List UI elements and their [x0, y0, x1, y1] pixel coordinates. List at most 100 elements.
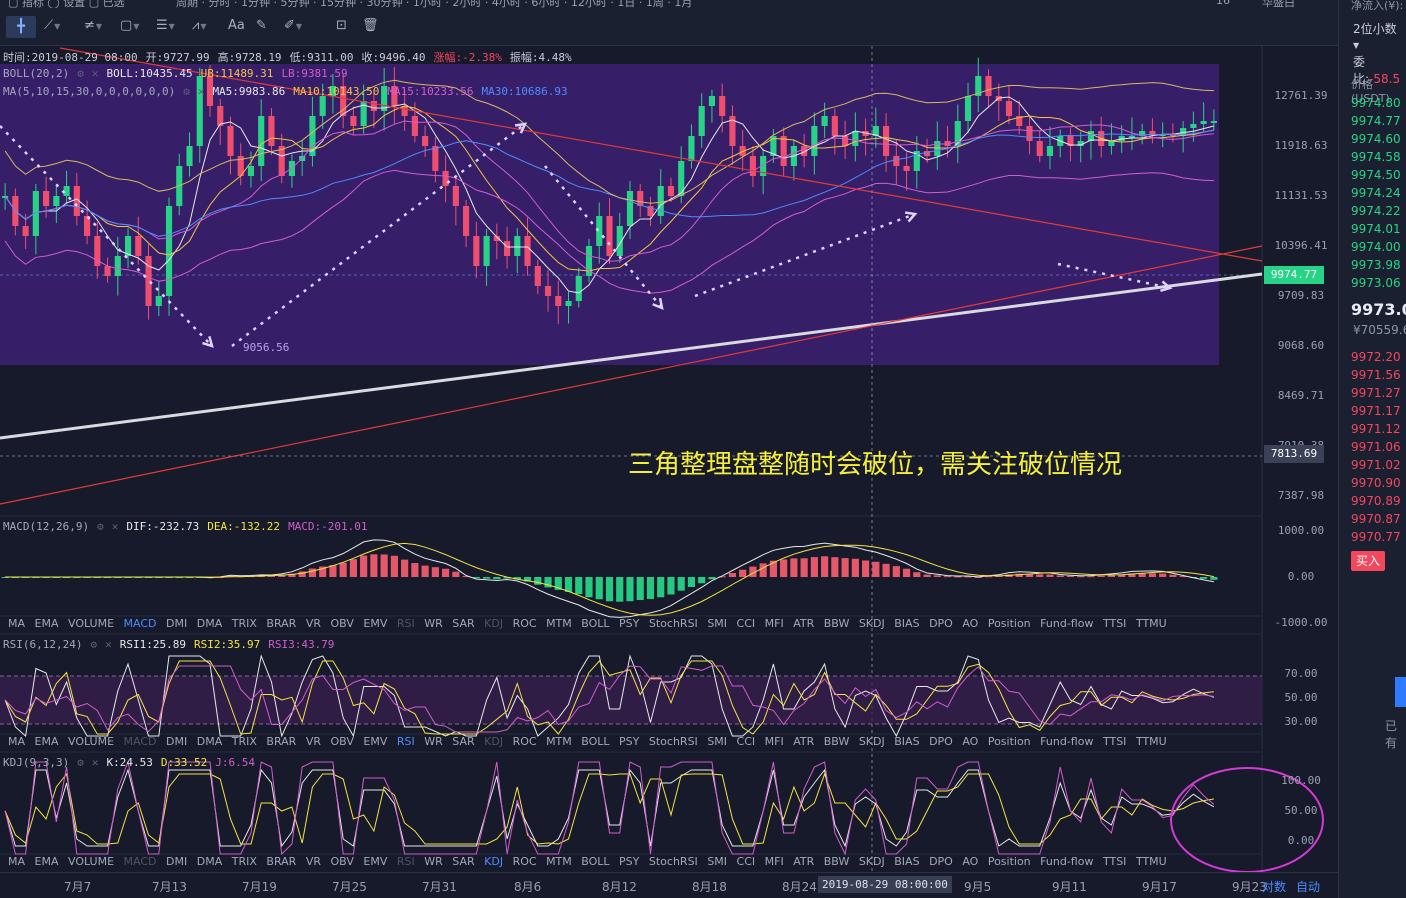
indicator-dmi[interactable]: DMI [166, 617, 188, 630]
decimal-select[interactable]: 2位小数 ▼ [1353, 20, 1406, 51]
side-scroll-tab[interactable] [1395, 677, 1406, 707]
indicator-dma[interactable]: DMA [196, 735, 223, 748]
close-icon[interactable]: ✕ [111, 520, 119, 533]
indicator-stochrsi[interactable]: StochRSI [648, 617, 698, 630]
ask-price[interactable]: 9974.24 [1351, 186, 1401, 200]
indicator-ma[interactable]: MA [8, 735, 26, 748]
indicator-obv[interactable]: OBV [330, 735, 354, 748]
indicator-dpo[interactable]: DPO [929, 735, 953, 748]
indicator-stochrsi[interactable]: StochRSI [648, 735, 698, 748]
indicator-wr[interactable]: WR [424, 855, 443, 868]
indicator-boll[interactable]: BOLL [581, 735, 610, 748]
indicator-mtm[interactable]: MTM [546, 855, 572, 868]
indicator-kdj[interactable]: KDJ [484, 735, 504, 748]
indicator-boll[interactable]: BOLL [581, 855, 610, 868]
indicator-sar[interactable]: SAR [452, 735, 475, 748]
crosshair-tool[interactable]: ╋ [6, 16, 36, 38]
indicator-bbw[interactable]: BBW [823, 855, 850, 868]
channel-tool[interactable]: ≠▼ [84, 18, 103, 33]
indicator-atr[interactable]: ATR [793, 617, 815, 630]
indicator-smi[interactable]: SMI [707, 735, 728, 748]
bid-price[interactable]: 9971.12 [1351, 422, 1401, 436]
indicator-macd[interactable]: MACD [123, 735, 157, 748]
buy-button[interactable]: 买入 [1351, 551, 1385, 571]
indicator-psy[interactable]: PSY [619, 735, 640, 748]
indicator-macd[interactable]: MACD [123, 617, 157, 630]
ask-price[interactable]: 9974.01 [1351, 222, 1401, 236]
indicator-dma[interactable]: DMA [196, 617, 223, 630]
indicator-boll[interactable]: BOLL [581, 617, 610, 630]
bid-price[interactable]: 9971.27 [1351, 386, 1401, 400]
indicator-ttsi[interactable]: TTSI [1102, 855, 1127, 868]
indicator-wr[interactable]: WR [424, 735, 443, 748]
delete-tool[interactable]: 🗑 [362, 18, 379, 38]
indicator-trix[interactable]: TRIX [231, 617, 257, 630]
indicator-trix[interactable]: TRIX [231, 855, 257, 868]
ask-price[interactable]: 9974.80 [1351, 96, 1401, 110]
settings-icon[interactable]: ⚙ [97, 520, 104, 533]
indicator-dpo[interactable]: DPO [929, 855, 953, 868]
magnet-tool[interactable]: ✐▼ [284, 18, 303, 33]
indicator-psy[interactable]: PSY [619, 617, 640, 630]
indicator-dpo[interactable]: DPO [929, 617, 953, 630]
indicator-fund-flow[interactable]: Fund-flow [1040, 855, 1094, 868]
indicator-skdj[interactable]: SKDJ [858, 855, 885, 868]
indicator-vr[interactable]: VR [305, 617, 321, 630]
indicator-ao[interactable]: AO [962, 617, 979, 630]
indicator-rsi[interactable]: RSI [396, 855, 415, 868]
ask-price[interactable]: 9974.60 [1351, 132, 1401, 146]
top-right-button[interactable]: 华盛白 [1262, 0, 1295, 8]
indicator-sar[interactable]: SAR [452, 617, 475, 630]
indicator-stochrsi[interactable]: StochRSI [648, 855, 698, 868]
close-icon[interactable]: ✕ [91, 756, 99, 769]
pattern-tool[interactable]: ⩘▼ [192, 18, 207, 33]
indicator-roc[interactable]: ROC [512, 617, 537, 630]
indicator-position[interactable]: Position [987, 855, 1031, 868]
indicator-ema[interactable]: EMA [34, 855, 59, 868]
indicator-wr[interactable]: WR [424, 617, 443, 630]
bid-price[interactable]: 9970.77 [1351, 530, 1401, 544]
indicator-dma[interactable]: DMA [196, 855, 223, 868]
indicator-bias[interactable]: BIAS [894, 735, 920, 748]
indicator-mfi[interactable]: MFI [764, 735, 784, 748]
chart-canvas[interactable]: 9056.56 [0, 46, 1338, 872]
indicator-ttsi[interactable]: TTSI [1102, 735, 1127, 748]
indicator-roc[interactable]: ROC [512, 855, 537, 868]
indicator-bbw[interactable]: BBW [823, 617, 850, 630]
brush-tool[interactable]: ✎ [256, 18, 267, 38]
indicator-mtm[interactable]: MTM [546, 617, 572, 630]
indicator-kdj[interactable]: KDJ [484, 855, 504, 868]
indicator-skdj[interactable]: SKDJ [858, 617, 885, 630]
indicator-bbw[interactable]: BBW [823, 735, 850, 748]
close-icon[interactable]: ✕ [197, 85, 205, 98]
ask-price[interactable]: 9974.00 [1351, 240, 1401, 254]
indicator-sar[interactable]: SAR [452, 855, 475, 868]
indicator-fund-flow[interactable]: Fund-flow [1040, 617, 1094, 630]
bid-price[interactable]: 9971.02 [1351, 458, 1401, 472]
fib-tool[interactable]: ☰▼ [156, 18, 175, 33]
indicator-ao[interactable]: AO [962, 855, 979, 868]
indicator-rsi[interactable]: RSI [396, 617, 415, 630]
indicator-atr[interactable]: ATR [793, 735, 815, 748]
ask-price[interactable]: 9974.22 [1351, 204, 1401, 218]
indicator-dmi[interactable]: DMI [166, 855, 188, 868]
bid-price[interactable]: 9972.20 [1351, 350, 1401, 364]
indicator-trix[interactable]: TRIX [231, 735, 257, 748]
bid-price[interactable]: 9970.87 [1351, 512, 1401, 526]
indicator-emv[interactable]: EMV [363, 735, 388, 748]
indicator-volume[interactable]: VOLUME [67, 735, 115, 748]
indicator-ma[interactable]: MA [8, 855, 26, 868]
indicator-bias[interactable]: BIAS [894, 617, 920, 630]
text-tool[interactable]: Aa [228, 18, 245, 33]
indicator-ema[interactable]: EMA [34, 735, 59, 748]
chart-area[interactable]: 9056.56 时间:2019-08-29 08:00 开:9727.99 高:97… [0, 46, 1338, 898]
indicator-emv[interactable]: EMV [363, 855, 388, 868]
indicator-position[interactable]: Position [987, 735, 1031, 748]
indicator-volume[interactable]: VOLUME [67, 617, 115, 630]
indicator-ema[interactable]: EMA [34, 617, 59, 630]
indicator-ttsi[interactable]: TTSI [1102, 617, 1127, 630]
ask-price[interactable]: 9973.06 [1351, 276, 1401, 290]
indicator-obv[interactable]: OBV [330, 617, 354, 630]
indicator-ma[interactable]: MA [8, 617, 26, 630]
indicator-ttmu[interactable]: TTMU [1135, 855, 1167, 868]
